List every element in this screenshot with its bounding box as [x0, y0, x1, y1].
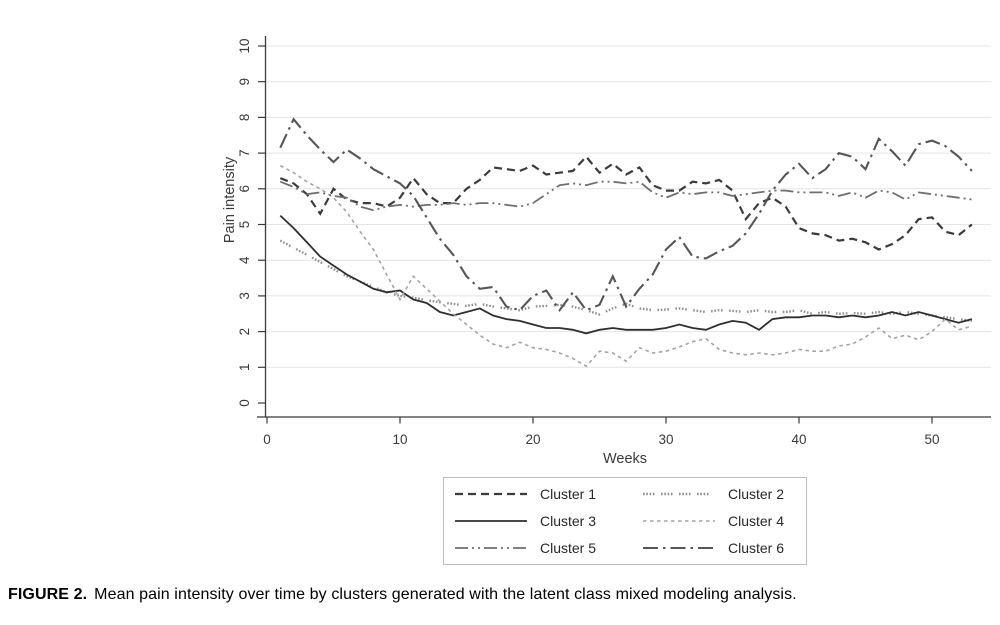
y-axis-label: Pain intensity: [222, 156, 238, 243]
figure-caption-label: FIGURE 2.: [8, 586, 88, 603]
legend-label: Cluster 4: [728, 513, 785, 529]
y-tick-label: 2: [237, 328, 252, 336]
cluster-6-line-sample: [643, 546, 715, 550]
legend-item-cluster-1: Cluster 1: [453, 481, 641, 508]
y-tick-label: 4: [237, 256, 252, 264]
legend-item-cluster-4: Cluster 4: [641, 508, 806, 535]
y-tick-label: 8: [237, 114, 252, 122]
cluster-3-line-sample: [455, 520, 527, 522]
series-line-cluster-1: [279, 155, 973, 251]
y-tick-label: 6: [237, 185, 252, 193]
x-tick-label: 0: [263, 432, 271, 447]
x-tick-label: 40: [791, 432, 806, 447]
x-tick-label: 30: [658, 432, 673, 447]
legend-label: Cluster 2: [728, 486, 785, 502]
x-tick-label: 50: [924, 432, 939, 447]
legend-item-cluster-6: Cluster 6: [641, 535, 806, 562]
pain-intensity-line-chart: 0 1 2 3 4 5 6 7 8 9 10 0 10 20 30 40 50 Pain intensity W…: [222, 36, 991, 467]
y-tick-label: 3: [237, 292, 252, 300]
y-tick-label: 9: [237, 78, 252, 86]
y-tick-label: 7: [237, 149, 252, 157]
legend-item-cluster-5: Cluster 5: [453, 535, 641, 562]
cluster-1-line-sample: [455, 492, 527, 496]
plot-area: 0 1 2 3 4 5 6 7 8 9 10 0 10 20 30 40 50: [237, 36, 991, 447]
legend-label: Cluster 3: [540, 513, 597, 529]
y-tick-label: 10: [237, 38, 252, 53]
y-tick-label: 5: [237, 221, 252, 229]
x-tick-label: 10: [392, 432, 407, 447]
x-tick-label: 20: [525, 432, 540, 447]
series-line-cluster-4: [279, 164, 973, 368]
legend-item-cluster-2: Cluster 2: [641, 481, 806, 508]
legend-label: Cluster 6: [728, 540, 785, 556]
chart-legend: Cluster 1 Cluster 2 Cluster 3 Cluster 4 …: [443, 477, 807, 565]
series-line-cluster-2: [279, 239, 973, 323]
y-tick-label: 0: [237, 399, 252, 407]
legend-label: Cluster 5: [540, 540, 597, 556]
series-line-cluster-6: [279, 117, 973, 313]
figure-caption: FIGURE 2. Mean pain intensity over time b…: [8, 586, 994, 604]
legend-label: Cluster 1: [540, 486, 597, 502]
cluster-2-line-sample: [643, 492, 715, 496]
cluster-5-line-sample: [455, 547, 527, 549]
y-tick-label: 1: [237, 364, 252, 372]
figure-caption-text: Mean pain intensity over time by cluster…: [94, 586, 797, 603]
series-line-cluster-5: [279, 180, 973, 212]
series-line-cluster-3: [279, 214, 973, 335]
x-axis-label: Weeks: [603, 451, 647, 467]
cluster-4-line-sample: [643, 520, 715, 522]
legend-item-cluster-3: Cluster 3: [453, 508, 641, 535]
